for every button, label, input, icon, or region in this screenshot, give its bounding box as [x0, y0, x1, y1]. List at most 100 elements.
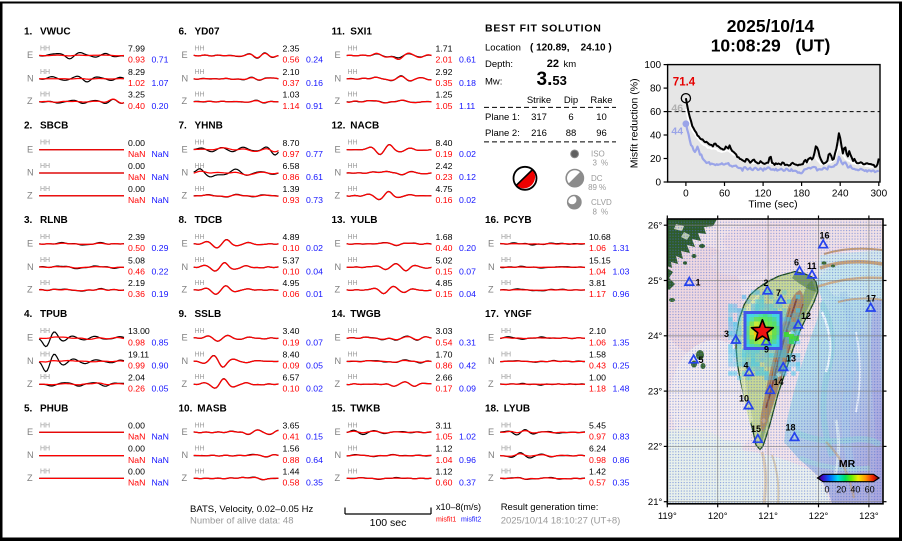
- svg-text:5.08: 5.08: [128, 255, 145, 265]
- svg-text:0.37: 0.37: [283, 78, 300, 88]
- svg-text:VWUC: VWUC: [40, 27, 71, 38]
- svg-text:Z: Z: [335, 285, 341, 295]
- svg-text:5.45: 5.45: [589, 420, 606, 430]
- svg-text:N: N: [335, 168, 342, 178]
- svg-text:HH: HH: [40, 422, 50, 429]
- svg-text:1.58: 1.58: [589, 350, 606, 360]
- svg-text:0.42: 0.42: [459, 361, 476, 371]
- svg-text:18: 18: [785, 423, 795, 433]
- svg-text:1.70: 1.70: [436, 350, 453, 360]
- svg-text:HH: HH: [40, 234, 50, 241]
- svg-text:N: N: [488, 262, 495, 272]
- svg-text:1.07: 1.07: [152, 78, 169, 88]
- svg-text:6.57: 6.57: [283, 372, 300, 382]
- svg-text:300: 300: [870, 189, 887, 200]
- svg-text:2: 2: [764, 278, 769, 288]
- svg-text:HH: HH: [195, 92, 205, 99]
- svg-text:2.04: 2.04: [128, 372, 145, 382]
- svg-text:HH: HH: [348, 257, 358, 264]
- svg-text:123°: 123°: [859, 511, 879, 522]
- svg-text:1.48: 1.48: [613, 383, 630, 393]
- svg-text:HH: HH: [348, 422, 358, 429]
- svg-text:HH: HH: [40, 280, 50, 287]
- svg-text:120°: 120°: [708, 511, 728, 522]
- svg-text:0.97: 0.97: [283, 149, 300, 159]
- svg-text:0.19: 0.19: [152, 289, 169, 299]
- svg-text:4.85: 4.85: [436, 278, 453, 288]
- svg-text:0.22: 0.22: [152, 266, 169, 276]
- svg-text:6.: 6.: [179, 27, 188, 38]
- svg-text:E: E: [27, 427, 33, 437]
- svg-text:240: 240: [832, 189, 849, 200]
- svg-text:PCYB: PCYB: [504, 215, 532, 226]
- svg-text:96: 96: [596, 128, 607, 139]
- svg-text:0.61: 0.61: [459, 55, 476, 65]
- svg-text:2025/10/14 18:10:27 (UT+8): 2025/10/14 18:10:27 (UT+8): [501, 516, 621, 527]
- svg-text:Z: Z: [27, 473, 33, 483]
- svg-text:NaN: NaN: [152, 478, 169, 488]
- svg-text:11: 11: [807, 261, 817, 271]
- svg-text:YNGF: YNGF: [504, 309, 532, 320]
- svg-text:60: 60: [865, 485, 875, 495]
- svg-text:1.02: 1.02: [128, 78, 145, 88]
- svg-text:HH: HH: [348, 328, 358, 335]
- svg-text:HH: HH: [40, 468, 50, 475]
- svg-text:BEST FIT SOLUTION: BEST FIT SOLUTION: [485, 23, 602, 35]
- svg-text:44: 44: [671, 126, 683, 138]
- svg-text:0: 0: [656, 178, 662, 189]
- svg-text:12: 12: [801, 311, 811, 321]
- svg-text:0.57: 0.57: [589, 478, 606, 488]
- svg-text:3.40: 3.40: [283, 326, 300, 336]
- svg-text:17.: 17.: [485, 309, 499, 320]
- svg-text:DC: DC: [591, 174, 603, 183]
- svg-text:E: E: [335, 427, 341, 437]
- svg-text:3.: 3.: [24, 215, 33, 226]
- svg-text:HH: HH: [195, 328, 205, 335]
- svg-text:0.24: 0.24: [306, 55, 323, 65]
- svg-text:0.00: 0.00: [128, 444, 145, 454]
- svg-text:0.97: 0.97: [589, 432, 606, 442]
- svg-text:Plane 1:: Plane 1:: [485, 112, 520, 123]
- svg-text:N: N: [27, 450, 34, 460]
- svg-text:0.02: 0.02: [459, 149, 476, 159]
- svg-text:1.04: 1.04: [589, 266, 606, 276]
- svg-text:HH: HH: [40, 257, 50, 264]
- svg-text:2.39: 2.39: [128, 232, 145, 242]
- svg-text:24°: 24°: [648, 331, 663, 342]
- svg-text:0.56: 0.56: [283, 55, 300, 65]
- svg-text:23°: 23°: [648, 386, 663, 397]
- svg-text:N: N: [27, 168, 34, 178]
- svg-text:0.10: 0.10: [283, 266, 300, 276]
- svg-text:0.07: 0.07: [306, 337, 323, 347]
- svg-text:0: 0: [683, 189, 689, 200]
- svg-text:HH: HH: [40, 92, 50, 99]
- svg-text:N: N: [27, 262, 34, 272]
- svg-text:0.20: 0.20: [152, 101, 169, 111]
- svg-text:4.89: 4.89: [283, 232, 300, 242]
- svg-text:HH: HH: [195, 186, 205, 193]
- svg-text:1.02: 1.02: [459, 432, 476, 442]
- svg-text:0.77: 0.77: [306, 149, 323, 159]
- svg-text:HH: HH: [501, 280, 511, 287]
- svg-text:2.19: 2.19: [128, 278, 145, 288]
- svg-text:1.25: 1.25: [436, 90, 453, 100]
- svg-text:0.86: 0.86: [283, 172, 300, 182]
- svg-text:YULB: YULB: [350, 215, 377, 226]
- svg-text:HH: HH: [501, 374, 511, 381]
- svg-text:HH: HH: [195, 468, 205, 475]
- svg-text:2.: 2.: [24, 121, 33, 132]
- svg-text:26°: 26°: [648, 221, 663, 232]
- svg-text:0.96: 0.96: [459, 455, 476, 465]
- svg-text:10:08:29 (UT): 10:08:29 (UT): [711, 36, 831, 56]
- svg-text:HH: HH: [195, 351, 205, 358]
- svg-text:0.19: 0.19: [436, 149, 453, 159]
- svg-text:Mw:: Mw:: [485, 77, 502, 88]
- svg-text:0.40: 0.40: [436, 243, 453, 253]
- svg-text:Z: Z: [27, 96, 33, 106]
- svg-text:MASB: MASB: [197, 403, 226, 414]
- svg-text:3.65: 3.65: [283, 420, 300, 430]
- svg-text:4.75: 4.75: [436, 184, 453, 194]
- svg-text:8.: 8.: [179, 215, 188, 226]
- svg-text:0.15: 0.15: [436, 289, 453, 299]
- svg-text:Z: Z: [335, 96, 341, 106]
